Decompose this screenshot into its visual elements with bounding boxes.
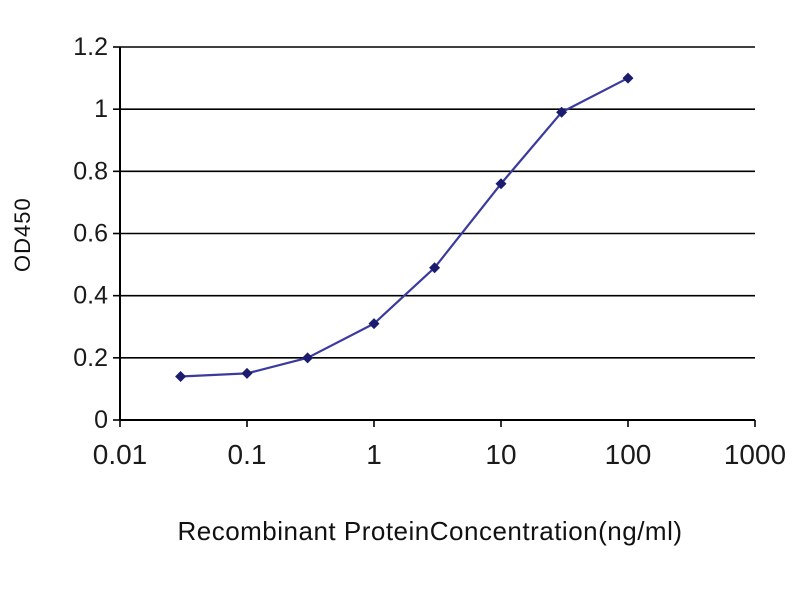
x-tick-label: 0.01 (93, 439, 148, 470)
y-tick-label: 0.6 (73, 220, 108, 248)
x-tick-label: 100 (605, 439, 652, 470)
y-tick-label: 1 (94, 95, 108, 123)
y-tick-label: 1.2 (73, 33, 108, 61)
y-tick-label: 0.8 (73, 157, 108, 185)
data-point-marker (495, 178, 507, 190)
y-axis-label: OD450 (10, 197, 35, 272)
x-tick-label: 1000 (724, 439, 786, 470)
data-point-marker (556, 106, 568, 118)
y-tick-label: 0 (94, 406, 108, 434)
data-point-marker (429, 262, 441, 274)
x-tick-label: 0.1 (228, 439, 267, 470)
data-point-marker (241, 367, 253, 379)
y-tick-label: 0.4 (73, 282, 108, 310)
x-tick-label: 10 (485, 439, 516, 470)
x-tick-label: 1 (366, 439, 382, 470)
data-point-marker (175, 370, 187, 382)
data-point-marker (368, 318, 380, 330)
y-tick-label: 0.2 (73, 344, 108, 372)
data-point-marker (302, 352, 314, 364)
series-line (179, 76, 630, 378)
x-axis-label: Recombinant ProteinConcentration(ng/ml) (177, 516, 683, 546)
data-point-marker (622, 72, 634, 84)
